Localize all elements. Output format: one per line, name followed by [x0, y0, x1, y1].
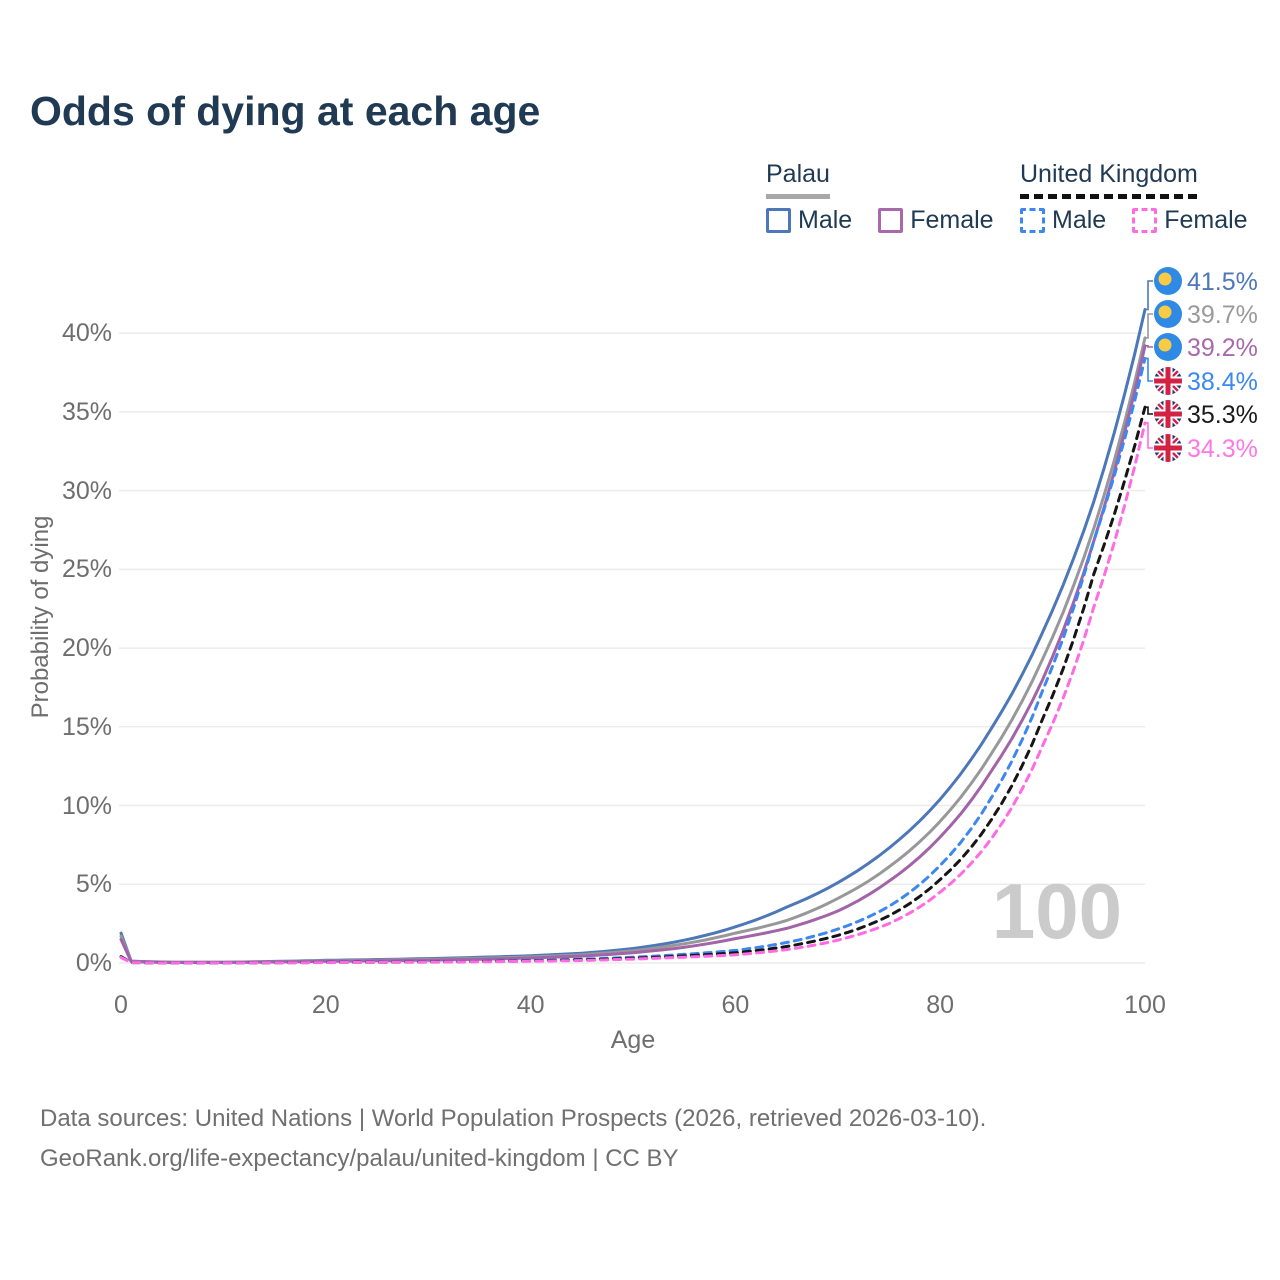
y-tick-label: 25%	[61, 555, 112, 584]
end-value-label-united-kingdom-female: 34.3%	[1187, 435, 1258, 463]
legend-uk-title: United Kingdom	[1020, 160, 1198, 188]
x-axis-title: Age	[610, 1026, 656, 1054]
palau-flag-sun	[1158, 305, 1172, 319]
y-tick-label: 5%	[75, 870, 112, 899]
palau-flag-sun	[1158, 338, 1172, 352]
x-tick-label: 100	[1124, 991, 1166, 1019]
palau-female-swatch-icon[interactable]	[878, 207, 904, 233]
age-watermark: 100	[992, 867, 1122, 955]
x-tick-label: 0	[114, 991, 128, 1019]
legend-item-uk-female[interactable]: Female	[1132, 205, 1248, 235]
legend-item-label: Female	[910, 205, 994, 234]
y-tick-label: 15%	[61, 712, 112, 741]
y-tick-label: 35%	[61, 397, 112, 426]
palau-male-swatch-icon[interactable]	[766, 207, 791, 233]
end-label-connector	[1145, 280, 1153, 311]
uk-flag-icon	[1154, 367, 1182, 395]
uk-male-swatch-icon[interactable]	[1020, 207, 1045, 233]
footer-attribution: GeoRank.org/life-expectancy/palau/united…	[40, 1145, 679, 1172]
footer-data-sources: Data sources: United Nations | World Pop…	[40, 1105, 987, 1132]
x-tick-label: 60	[721, 991, 750, 1019]
end-value-label-palau-male: 41.5%	[1187, 268, 1258, 296]
x-tick-label: 40	[516, 991, 545, 1019]
y-tick-label: 20%	[61, 634, 112, 663]
end-label-connector	[1145, 313, 1153, 339]
palau-flag-sun	[1158, 272, 1172, 286]
legend-item-label: Male	[1052, 205, 1107, 234]
series-line-palau-male	[119, 308, 1147, 964]
legend-group-palau: Palau Male Female	[766, 160, 994, 235]
gridlines	[119, 332, 1145, 964]
y-axis-title: Probability of dying	[27, 515, 54, 719]
end-label-connector	[1145, 345, 1153, 348]
y-tick-label: 0%	[75, 949, 112, 977]
end-value-label-palau-both-sexes: 39.7%	[1187, 301, 1258, 329]
legend-group-united-kingdom: United Kingdom Male Female	[1020, 160, 1248, 235]
legend-item-label: Male	[798, 205, 853, 234]
legend-item-palau-male[interactable]: Male	[766, 206, 852, 235]
end-label-connector	[1145, 422, 1153, 449]
end-value-label-united-kingdom-both-sexes: 35.3%	[1187, 401, 1258, 429]
end-annotations: 41.5% 39.7% 39.2% 38.4% 35.3% 34.3%	[1145, 267, 1258, 463]
legend-item-label: Female	[1164, 205, 1248, 234]
end-label-connector	[1145, 357, 1153, 382]
end-label-connector	[1145, 406, 1153, 415]
series-line-united-kingdom-female	[119, 421, 1147, 965]
legend-uk-head: United Kingdom	[1020, 160, 1198, 199]
chart-title: Odds of dying at each age	[30, 88, 541, 134]
legend-palau-head: Palau	[766, 160, 830, 199]
y-tick-label: 10%	[61, 791, 112, 820]
uk-female-swatch-icon[interactable]	[1132, 207, 1158, 233]
y-tick-label: 30%	[61, 476, 112, 505]
legend-palau-title: Palau	[766, 160, 830, 188]
y-tick-label: 40%	[61, 319, 112, 348]
series-lines	[119, 308, 1147, 965]
uk-flag-icon	[1154, 400, 1182, 428]
end-value-label-united-kingdom-male: 38.4%	[1187, 368, 1258, 396]
uk-flag-icon	[1154, 434, 1182, 462]
legend-palau-underline	[766, 194, 830, 199]
legend-uk-underline	[1020, 194, 1198, 199]
x-tick-label: 80	[926, 991, 955, 1019]
legend-item-palau-female[interactable]: Female	[878, 205, 994, 235]
x-tick-label: 20	[311, 991, 340, 1019]
end-value-label-palau-female: 39.2%	[1187, 334, 1258, 362]
legend-item-uk-male[interactable]: Male	[1020, 206, 1106, 235]
